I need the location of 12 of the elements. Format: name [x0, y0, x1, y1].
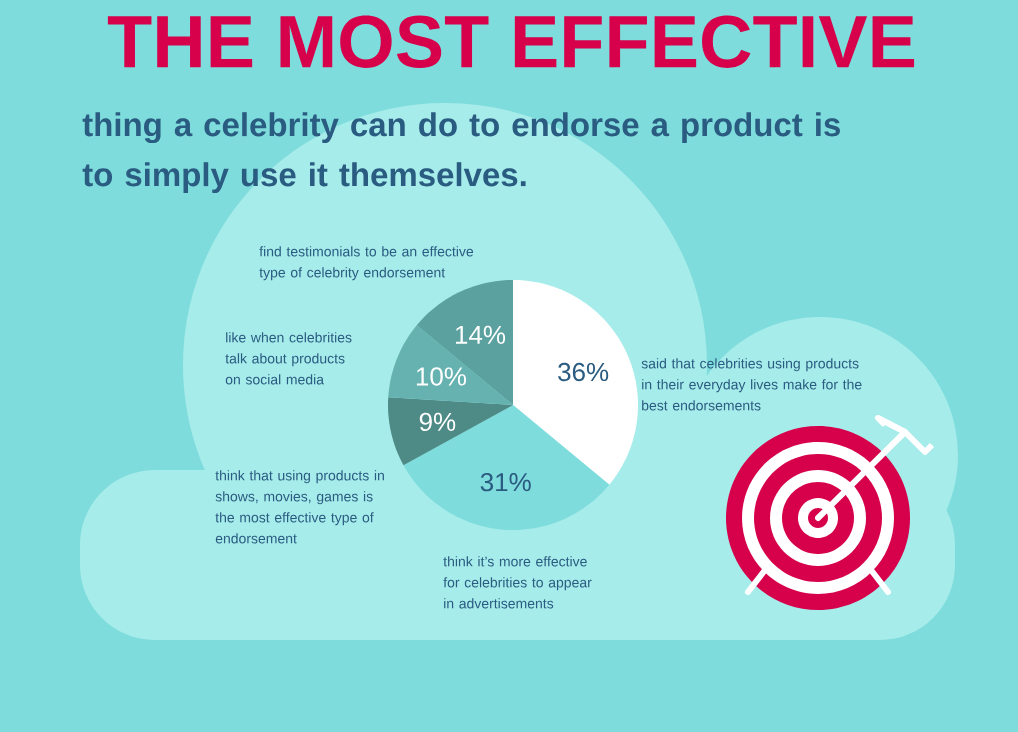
- data-label: 31%: [480, 472, 531, 492]
- chart-title: THE MOST EFFECTIVE: [107, 15, 915, 68]
- slice-label: like when celebrities talk about products on social media: [225, 332, 352, 385]
- data-label: 14%: [455, 325, 506, 344]
- data-label: 9%: [419, 412, 456, 432]
- slice-label: think that using products in shows, movies, games is the most effective type of endorsement: [215, 470, 384, 544]
- slice-label: think it’s more effective for celebrities to appear in advertisements: [443, 556, 592, 609]
- chart-subtitle: thing a celebrity can do to endorse a product is to simply use it themselves.: [82, 112, 840, 193]
- data-label: 10%: [416, 367, 467, 386]
- data-label: 36%: [558, 362, 609, 382]
- slice-label: find testimonials to be an effective type of celebrity endorsement: [259, 246, 474, 281]
- slice-label: said that celebrities using products in their everyday lives make for the best endorsements: [641, 358, 862, 411]
